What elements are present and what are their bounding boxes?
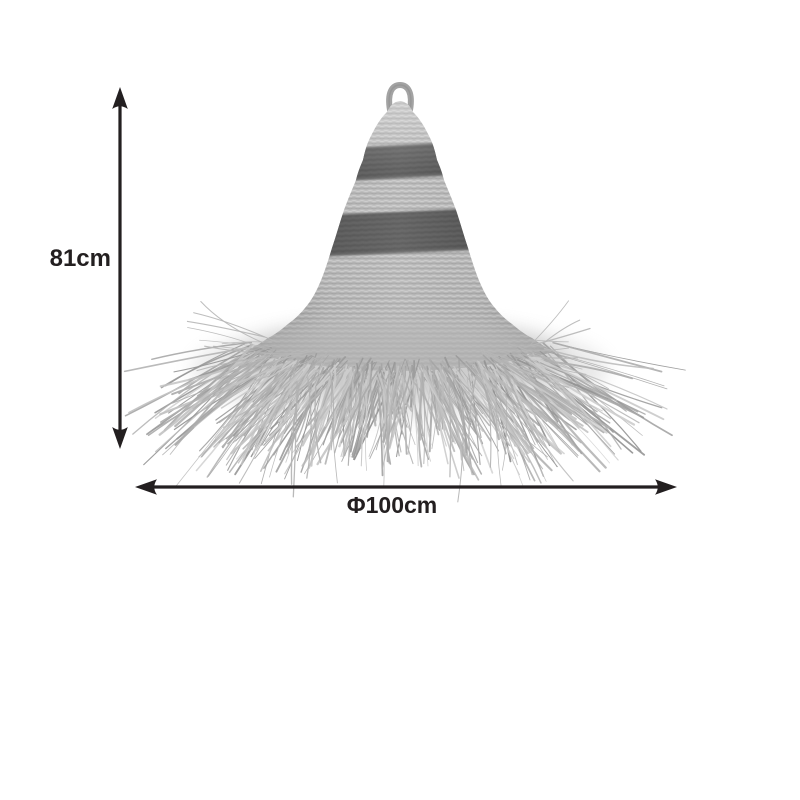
height-dimension-arrow bbox=[112, 87, 128, 449]
raffia-fringe bbox=[123, 300, 686, 503]
arrowhead-right-icon bbox=[655, 479, 677, 495]
width-dimension-arrow bbox=[135, 479, 677, 495]
arrowhead-up-icon bbox=[112, 87, 128, 109]
arrowhead-down-icon bbox=[112, 427, 128, 449]
raffia-pendant-lamp-image bbox=[123, 81, 686, 503]
hanging-loop-shadow bbox=[388, 84, 412, 111]
hanging-loop-icon bbox=[386, 81, 414, 113]
arrowhead-left-icon bbox=[135, 479, 157, 495]
fringe-strands bbox=[123, 300, 686, 503]
height-label: 81cm bbox=[50, 245, 111, 272]
width-label: Φ100cm bbox=[347, 492, 438, 518]
